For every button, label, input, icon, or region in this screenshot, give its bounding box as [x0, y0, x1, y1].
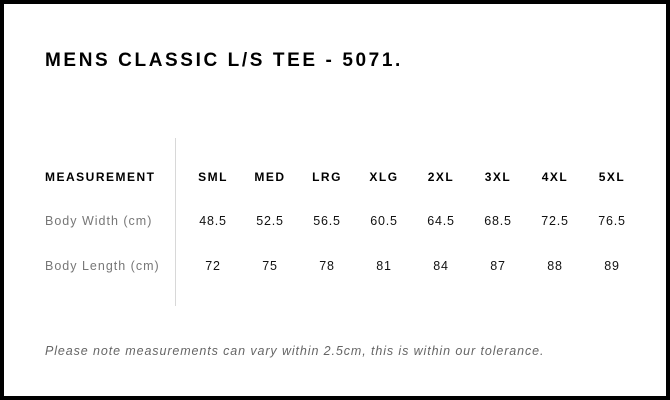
size-header: 2XL: [427, 170, 455, 184]
table-cell: 84: [433, 259, 449, 273]
size-header: XLG: [369, 170, 399, 184]
table-cell: 52.5: [256, 214, 284, 228]
table-cell: 64.5: [427, 214, 455, 228]
table-cell: 89: [604, 259, 620, 273]
table-cell: 87: [490, 259, 506, 273]
table-cell: 60.5: [370, 214, 398, 228]
page-title: MENS CLASSIC L/S TEE - 5071.: [45, 50, 403, 71]
size-header: LRG: [312, 170, 342, 184]
size-header: SML: [198, 170, 228, 184]
table-cell: 68.5: [484, 214, 512, 228]
table-cell: 75: [262, 259, 278, 273]
table-cell: 78: [319, 259, 335, 273]
size-header: 5XL: [598, 170, 626, 184]
table-cell: 56.5: [313, 214, 341, 228]
tolerance-note: Please note measurements can vary within…: [45, 344, 545, 358]
row-label: Body Length (cm): [45, 259, 160, 273]
table-cell: 88: [547, 259, 563, 273]
size-header: MED: [254, 170, 286, 184]
measurement-header: MEASUREMENT: [45, 170, 156, 184]
table-cell: 48.5: [199, 214, 227, 228]
table-cell: 72: [205, 259, 221, 273]
table-cell: 81: [376, 259, 392, 273]
table-cell: 76.5: [598, 214, 626, 228]
size-header: 4XL: [541, 170, 569, 184]
row-label: Body Width (cm): [45, 214, 153, 228]
size-header: 3XL: [484, 170, 512, 184]
column-divider: [175, 138, 176, 306]
table-cell: 72.5: [541, 214, 569, 228]
